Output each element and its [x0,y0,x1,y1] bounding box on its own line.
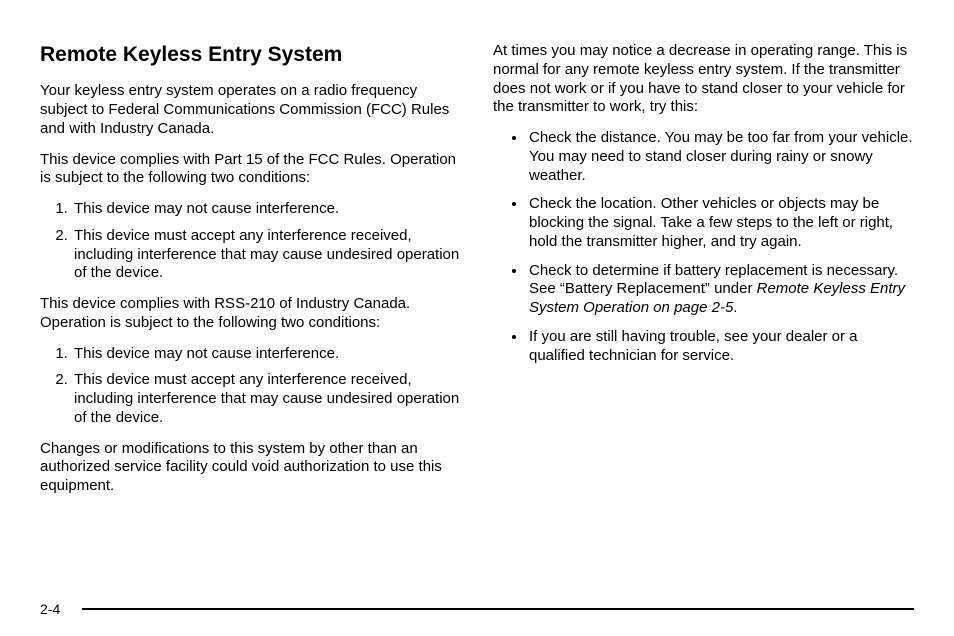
left-column: Remote Keyless Entry System Your keyless… [40,42,461,508]
footer-rule [82,608,914,610]
list-item: Check the distance. You may be too far f… [527,129,914,185]
paragraph: Your keyless entry system operates on a … [40,82,461,138]
list-item: This device must accept any interference… [72,371,461,427]
paragraph: At times you may notice a decrease in op… [493,42,914,117]
text: . [733,299,737,316]
page: Remote Keyless Entry System Your keyless… [0,0,954,636]
right-column: At times you may notice a decrease in op… [493,42,914,508]
list-item: Check to determine if battery replacemen… [527,262,914,318]
list-item: If you are still having trouble, see you… [527,328,914,366]
list-item: This device may not cause interference. [72,345,461,364]
paragraph: This device complies with RSS-210 of Ind… [40,295,461,333]
list-item: This device must accept any interference… [72,227,461,283]
numbered-list: This device may not cause interference. … [40,200,461,283]
paragraph: This device complies with Part 15 of the… [40,151,461,189]
numbered-list: This device may not cause interference. … [40,345,461,428]
two-column-layout: Remote Keyless Entry System Your keyless… [40,42,914,508]
page-footer: 2-4 [40,608,914,614]
section-heading: Remote Keyless Entry System [40,42,461,68]
bulleted-list: Check the distance. You may be too far f… [493,129,914,365]
page-number: 2-4 [40,601,60,617]
list-item: This device may not cause interference. [72,200,461,219]
list-item: Check the location. Other vehicles or ob… [527,195,914,251]
paragraph: Changes or modifications to this system … [40,440,461,496]
